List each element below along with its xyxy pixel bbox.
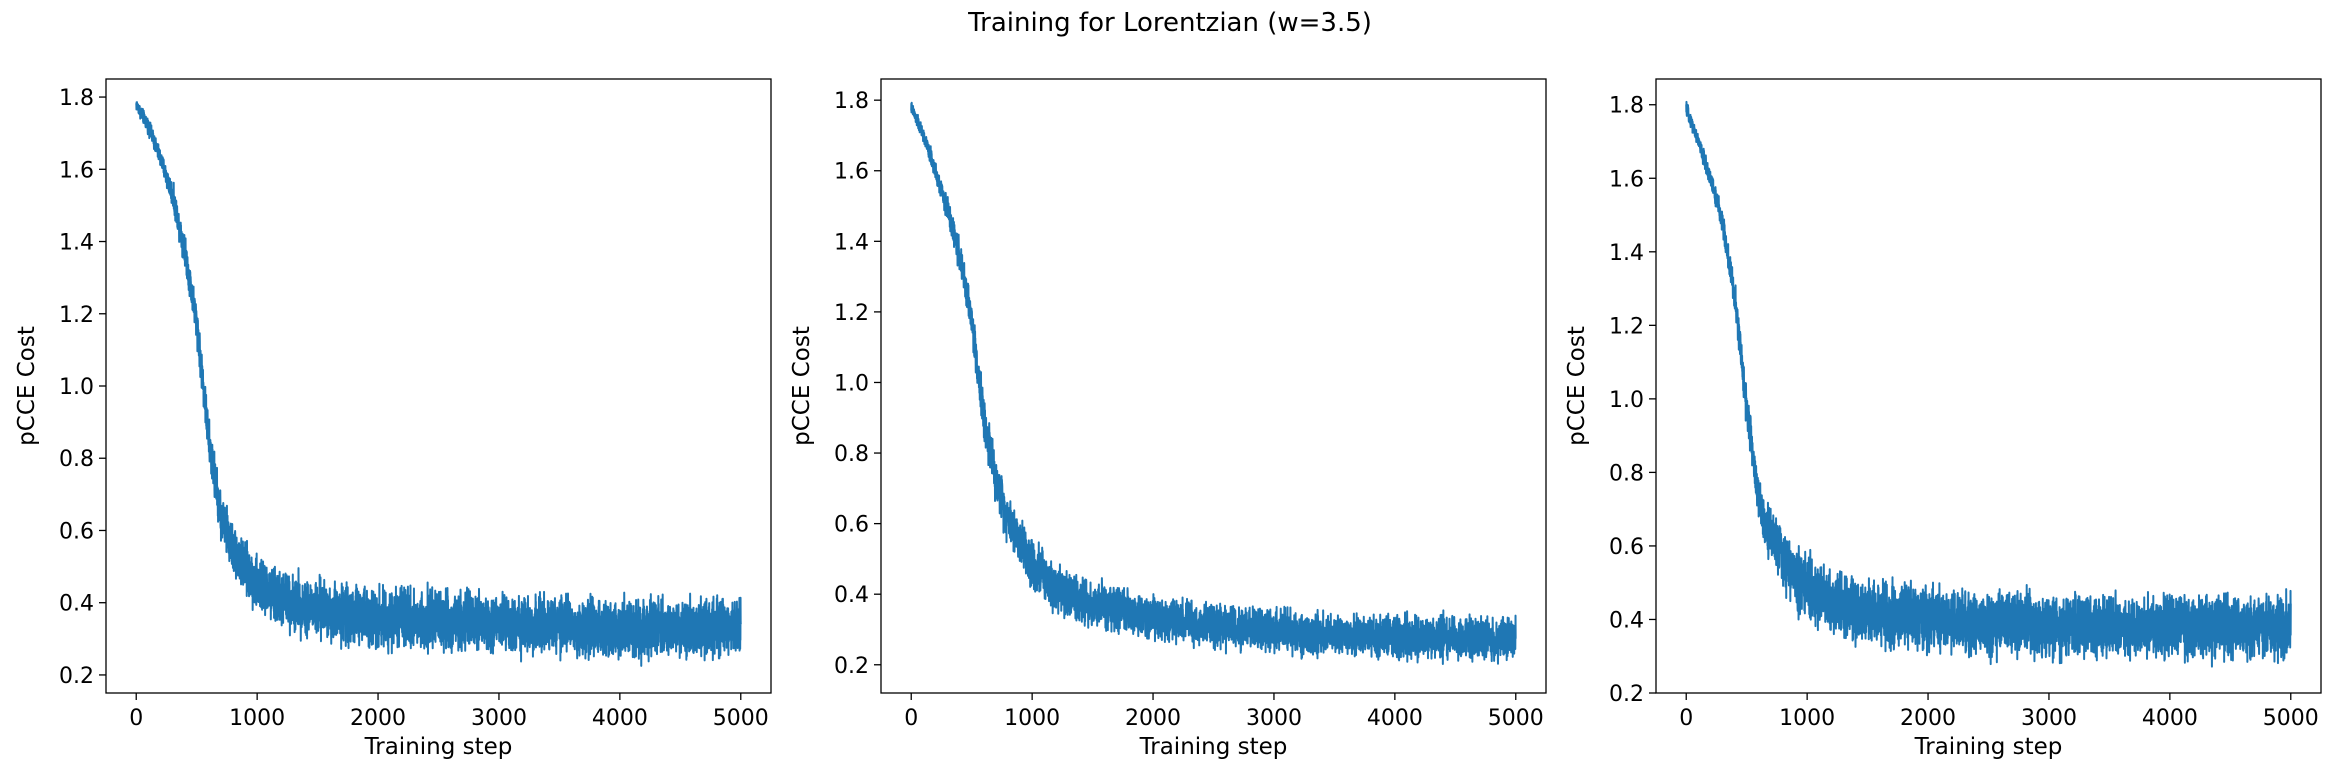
y-tick-label: 0.6 xyxy=(834,513,869,538)
subplot-3: 0 1000 2000 3000 4000 5000 0.2 0.4 0.6 0.8 1.0 1.2 1… xyxy=(1564,78,2322,760)
series-line xyxy=(1685,100,2292,668)
axes-frame xyxy=(1655,78,2322,694)
series-line xyxy=(135,101,742,667)
x-tick-label: 1000 xyxy=(229,706,285,731)
y-tick-label: 1.2 xyxy=(834,301,869,326)
x-tick-label: 2000 xyxy=(350,706,406,731)
x-axis-label: Training step xyxy=(364,734,513,760)
y-tick-label: 0.6 xyxy=(59,519,94,544)
subplot-1: 0 1000 2000 3000 4000 5000 0.2 0.4 0.6 0.8 1.0 1.2 1… xyxy=(14,78,772,760)
x-axis-label: Training step xyxy=(1139,734,1288,760)
x-tick-label: 4000 xyxy=(592,706,648,731)
y-tick-label: 0.2 xyxy=(834,654,869,679)
y-tick-label: 0.6 xyxy=(1609,535,1644,560)
y-tick-label: 0.8 xyxy=(59,447,94,472)
y-tick-label: 0.4 xyxy=(1609,608,1644,633)
x-axis-label: Training step xyxy=(1914,734,2063,760)
y-tick-label: 1.2 xyxy=(59,303,94,328)
series-line xyxy=(910,101,1517,665)
y-tick-label: 1.4 xyxy=(834,230,869,255)
x-tick-label: 1000 xyxy=(1004,706,1060,731)
y-tick-label: 1.6 xyxy=(59,158,94,183)
y-tick-label: 1.8 xyxy=(59,86,94,111)
x-tick-label: 4000 xyxy=(1367,706,1423,731)
y-tick-label: 1.8 xyxy=(1609,94,1644,119)
y-tick-label: 1.8 xyxy=(834,89,869,114)
x-tick-label: 3000 xyxy=(2021,706,2077,731)
x-tick-label: 0 xyxy=(129,706,143,731)
x-tick-label: 2000 xyxy=(1125,706,1181,731)
y-tick-label: 0.4 xyxy=(834,583,869,608)
y-tick-label: 0.4 xyxy=(59,592,94,617)
x-tick-label: 0 xyxy=(1679,706,1693,731)
y-tick-label: 1.4 xyxy=(1609,241,1644,266)
y-tick-label: 0.2 xyxy=(59,664,94,689)
axes-frame xyxy=(880,78,1547,694)
y-tick-label: 1.2 xyxy=(1609,314,1644,339)
x-tick-label: 0 xyxy=(904,706,918,731)
x-tick-label: 4000 xyxy=(2142,706,2198,731)
subplot-2: 0 1000 2000 3000 4000 5000 0.2 0.4 0.6 0.8 1.0 1.2 1… xyxy=(789,78,1547,760)
y-tick-label: 0.8 xyxy=(1609,461,1644,486)
x-tick-label: 3000 xyxy=(1246,706,1302,731)
y-tick-label: 1.0 xyxy=(59,375,94,400)
y-tick-label: 0.2 xyxy=(1609,682,1644,707)
y-tick-label: 0.8 xyxy=(834,442,869,467)
y-tick-label: 1.0 xyxy=(1609,388,1644,413)
x-tick-label: 1000 xyxy=(1779,706,1835,731)
y-axis-label: pCCE Cost xyxy=(14,326,40,446)
y-tick-label: 1.6 xyxy=(834,160,869,185)
figure-title: Training for Lorentzian (w=3.5) xyxy=(968,8,1372,38)
y-axis-label: pCCE Cost xyxy=(1564,326,1590,446)
x-tick-label: 2000 xyxy=(1900,706,1956,731)
y-axis-label: pCCE Cost xyxy=(789,326,815,446)
y-tick-label: 1.4 xyxy=(59,231,94,256)
x-tick-label: 5000 xyxy=(713,706,769,731)
x-tick-label: 5000 xyxy=(1488,706,1544,731)
y-tick-label: 1.0 xyxy=(834,371,869,396)
x-tick-label: 5000 xyxy=(2263,706,2319,731)
y-tick-label: 1.6 xyxy=(1609,167,1644,192)
x-tick-label: 3000 xyxy=(471,706,527,731)
